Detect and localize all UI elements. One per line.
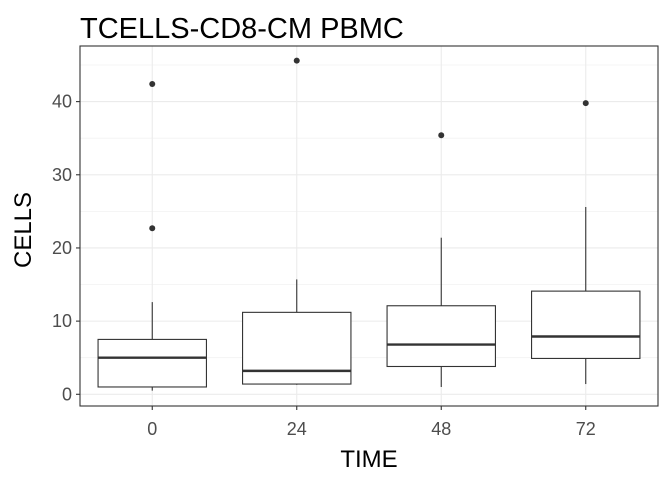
y-axis-title: CELLS <box>10 192 37 268</box>
box-group-0 <box>97 81 207 391</box>
x-tick-label: 48 <box>431 419 451 439</box>
y-tick-label: 20 <box>52 238 72 258</box>
panel-border <box>79 45 659 407</box>
box-iqr <box>97 338 207 388</box>
y-tick-label: 40 <box>52 92 72 112</box>
plot-panel: 0 10 20 30 40 0 24 48 72 <box>52 45 659 439</box>
box-group-72 <box>531 100 641 385</box>
chart-title: TCELLS-CD8-CM PBMC <box>80 13 404 45</box>
x-axis-title: TIME <box>340 446 397 473</box>
box-iqr <box>242 311 352 385</box>
box-group-48 <box>386 132 496 387</box>
box-group-24 <box>242 57 352 385</box>
y-tick-label: 10 <box>52 311 72 331</box>
box-iqr <box>531 290 641 359</box>
y-tick-label: 0 <box>62 384 72 404</box>
outlier-point <box>149 225 156 232</box>
x-tick-label: 24 <box>287 419 307 439</box>
x-tick-label: 0 <box>147 419 157 439</box>
box-iqr <box>386 305 496 368</box>
outlier-point <box>149 81 156 88</box>
outlier-point <box>293 57 300 64</box>
outlier-point <box>438 132 445 139</box>
y-tick-label: 30 <box>52 165 72 185</box>
outlier-point <box>582 100 589 107</box>
x-tick-label: 72 <box>576 419 596 439</box>
